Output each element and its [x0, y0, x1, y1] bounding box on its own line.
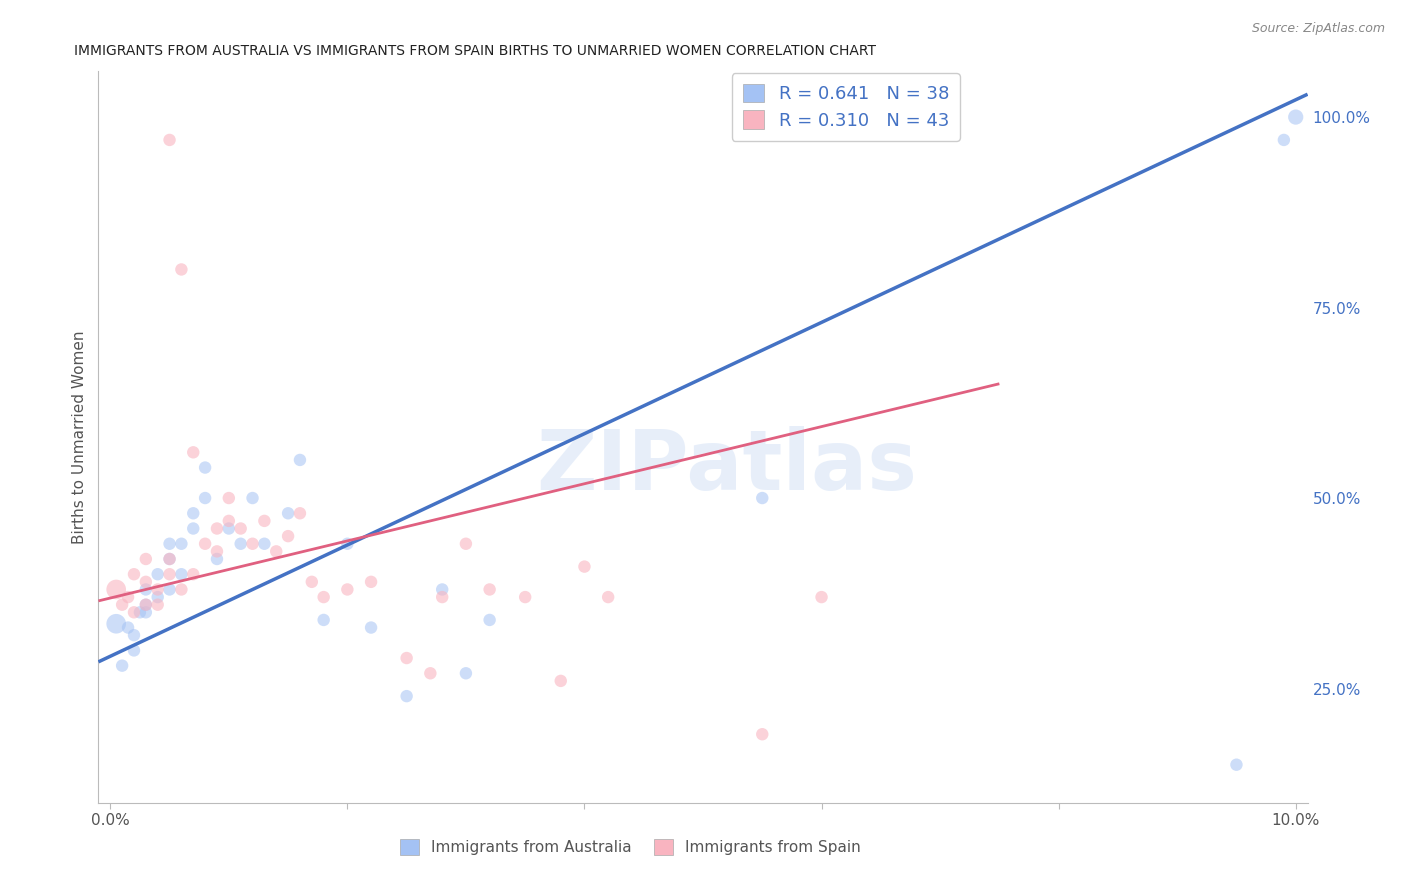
Point	[419, 666, 441, 681]
Text: ZIPatlas: ZIPatlas	[537, 425, 918, 507]
Point	[117, 590, 139, 604]
Point	[105, 582, 128, 597]
Point	[751, 727, 773, 741]
Point	[194, 460, 217, 475]
Point	[205, 552, 228, 566]
Point	[146, 598, 169, 612]
Point	[170, 537, 193, 551]
Point	[135, 598, 157, 612]
Point	[810, 590, 832, 604]
Point	[218, 514, 240, 528]
Point	[478, 613, 501, 627]
Point	[205, 544, 228, 558]
Point	[1225, 757, 1247, 772]
Point	[122, 643, 145, 657]
Point	[122, 567, 145, 582]
Point	[146, 590, 169, 604]
Point	[111, 598, 134, 612]
Point	[478, 582, 501, 597]
Point	[135, 605, 157, 619]
Point	[205, 521, 228, 535]
Point	[117, 621, 139, 635]
Point	[194, 537, 217, 551]
Point	[253, 537, 276, 551]
Point	[146, 567, 169, 582]
Point	[360, 574, 382, 589]
Y-axis label: Births to Unmarried Women: Births to Unmarried Women	[72, 330, 87, 544]
Point	[170, 567, 193, 582]
Point	[181, 567, 204, 582]
Point	[218, 491, 240, 505]
Point	[360, 621, 382, 635]
Point	[432, 590, 454, 604]
Point	[229, 537, 252, 551]
Point	[751, 491, 773, 505]
Point	[277, 529, 299, 543]
Point	[264, 544, 287, 558]
Point	[242, 491, 264, 505]
Point	[432, 582, 454, 597]
Point	[229, 521, 252, 535]
Point	[454, 537, 477, 551]
Point	[135, 582, 157, 597]
Point	[170, 262, 193, 277]
Point	[395, 651, 418, 665]
Point	[181, 506, 204, 520]
Point	[135, 552, 157, 566]
Point	[170, 582, 193, 597]
Point	[336, 537, 359, 551]
Point	[301, 574, 323, 589]
Point	[574, 559, 596, 574]
Point	[159, 567, 181, 582]
Point	[159, 537, 181, 551]
Point	[105, 616, 128, 631]
Point	[242, 537, 264, 551]
Point	[395, 689, 418, 703]
Point	[129, 605, 152, 619]
Point	[218, 521, 240, 535]
Point	[146, 582, 169, 597]
Point	[122, 628, 145, 642]
Point	[288, 506, 311, 520]
Point	[454, 666, 477, 681]
Point	[135, 598, 157, 612]
Point	[111, 658, 134, 673]
Point	[277, 506, 299, 520]
Point	[194, 491, 217, 505]
Text: Source: ZipAtlas.com: Source: ZipAtlas.com	[1251, 22, 1385, 36]
Point	[253, 514, 276, 528]
Point	[515, 590, 537, 604]
Point	[312, 613, 335, 627]
Legend: Immigrants from Australia, Immigrants from Spain: Immigrants from Australia, Immigrants fr…	[394, 833, 866, 861]
Point	[312, 590, 335, 604]
Point	[598, 590, 620, 604]
Point	[550, 673, 572, 688]
Point	[159, 552, 181, 566]
Point	[1285, 110, 1308, 124]
Point	[159, 582, 181, 597]
Point	[181, 521, 204, 535]
Point	[159, 133, 181, 147]
Point	[336, 582, 359, 597]
Text: IMMIGRANTS FROM AUSTRALIA VS IMMIGRANTS FROM SPAIN BIRTHS TO UNMARRIED WOMEN COR: IMMIGRANTS FROM AUSTRALIA VS IMMIGRANTS …	[75, 44, 876, 58]
Point	[159, 552, 181, 566]
Point	[288, 453, 311, 467]
Point	[135, 574, 157, 589]
Point	[1272, 133, 1295, 147]
Point	[122, 605, 145, 619]
Point	[181, 445, 204, 459]
